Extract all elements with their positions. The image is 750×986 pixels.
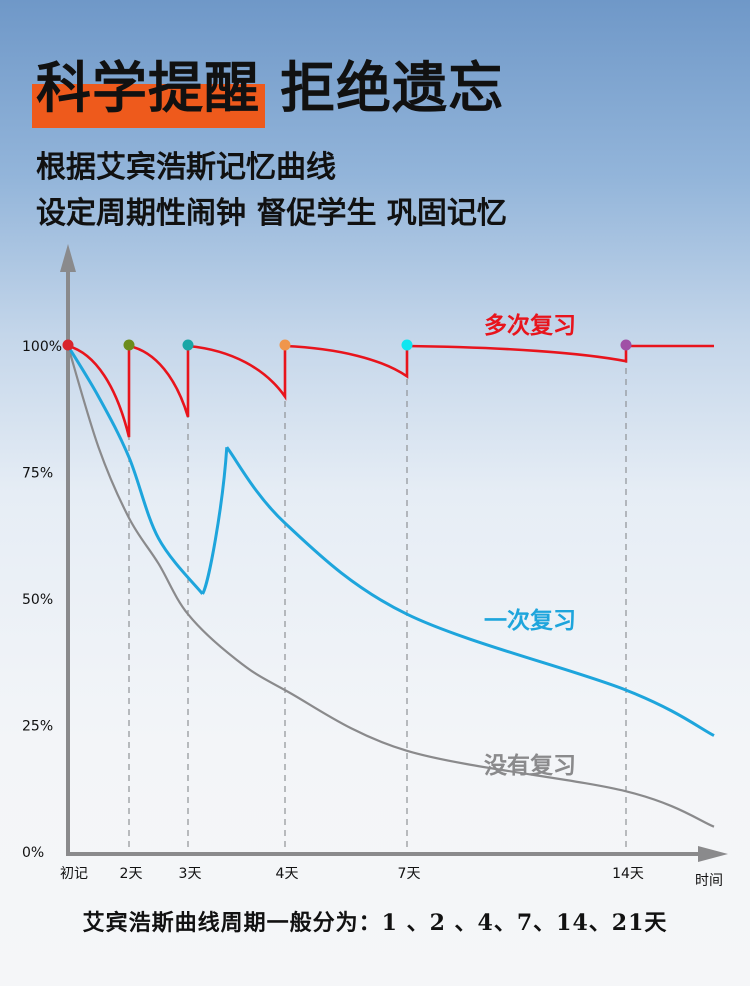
title-block: 科学提醒 拒绝遗忘 [32,52,732,130]
series-line-single-review-a [66,345,204,595]
series-line-multi-review [67,344,714,438]
subtitle-line-1: 根据艾宾浩斯记忆曲线 [36,150,336,185]
review-marker [123,339,135,351]
x-axis-label: 时间 [695,873,723,889]
review-markers [62,339,632,351]
page-title: 科学提醒 拒绝遗忘 [36,56,505,120]
y-tick-label: 50% [22,592,53,608]
y-tick-label: 25% [22,719,53,735]
series-label-single-review: 一次复习 [484,607,576,634]
y-tick-labels: 100% 75% 50% 25% 0% [22,339,62,861]
title-highlight-bar [32,84,265,128]
axes [60,244,728,862]
x-tick-labels: 初记 2天 3天 4天 7天 14天 [60,865,644,882]
grid-lines [128,346,627,852]
footer-note: 艾宾浩斯曲线周期一般分为：1 、2 、4、7、14、21天 [82,910,668,936]
series-label-no-review: 没有复习 [484,752,576,779]
y-tick-label: 75% [22,466,53,482]
x-tick-label: 7天 [398,866,421,882]
series-line-single-review-b [225,446,715,737]
review-marker [182,339,194,351]
review-marker [279,339,291,351]
review-marker [620,339,632,351]
x-tick-label: 4天 [276,866,299,882]
y-tick-label: 100% [22,339,62,355]
x-tick-label: 3天 [179,866,202,882]
x-tick-label: 14天 [612,866,644,882]
series-line-single-review-rise [201,447,229,595]
series-labels: 多次复习 一次复习 没有复习 [484,312,576,779]
review-marker [62,339,74,351]
series-line-no-review [66,345,715,828]
review-marker [401,339,413,351]
x-tick-label: 初记 [60,865,88,882]
series-label-multi-review: 多次复习 [484,312,576,339]
y-tick-label: 0% [22,845,44,861]
y-axis-arrow-icon [60,244,76,272]
series [66,344,715,828]
x-axis-arrow-icon [698,846,728,862]
x-tick-label: 2天 [120,866,143,882]
subtitle-line-2: 设定周期性闹钟 督促学生 巩固记忆 [36,196,507,231]
